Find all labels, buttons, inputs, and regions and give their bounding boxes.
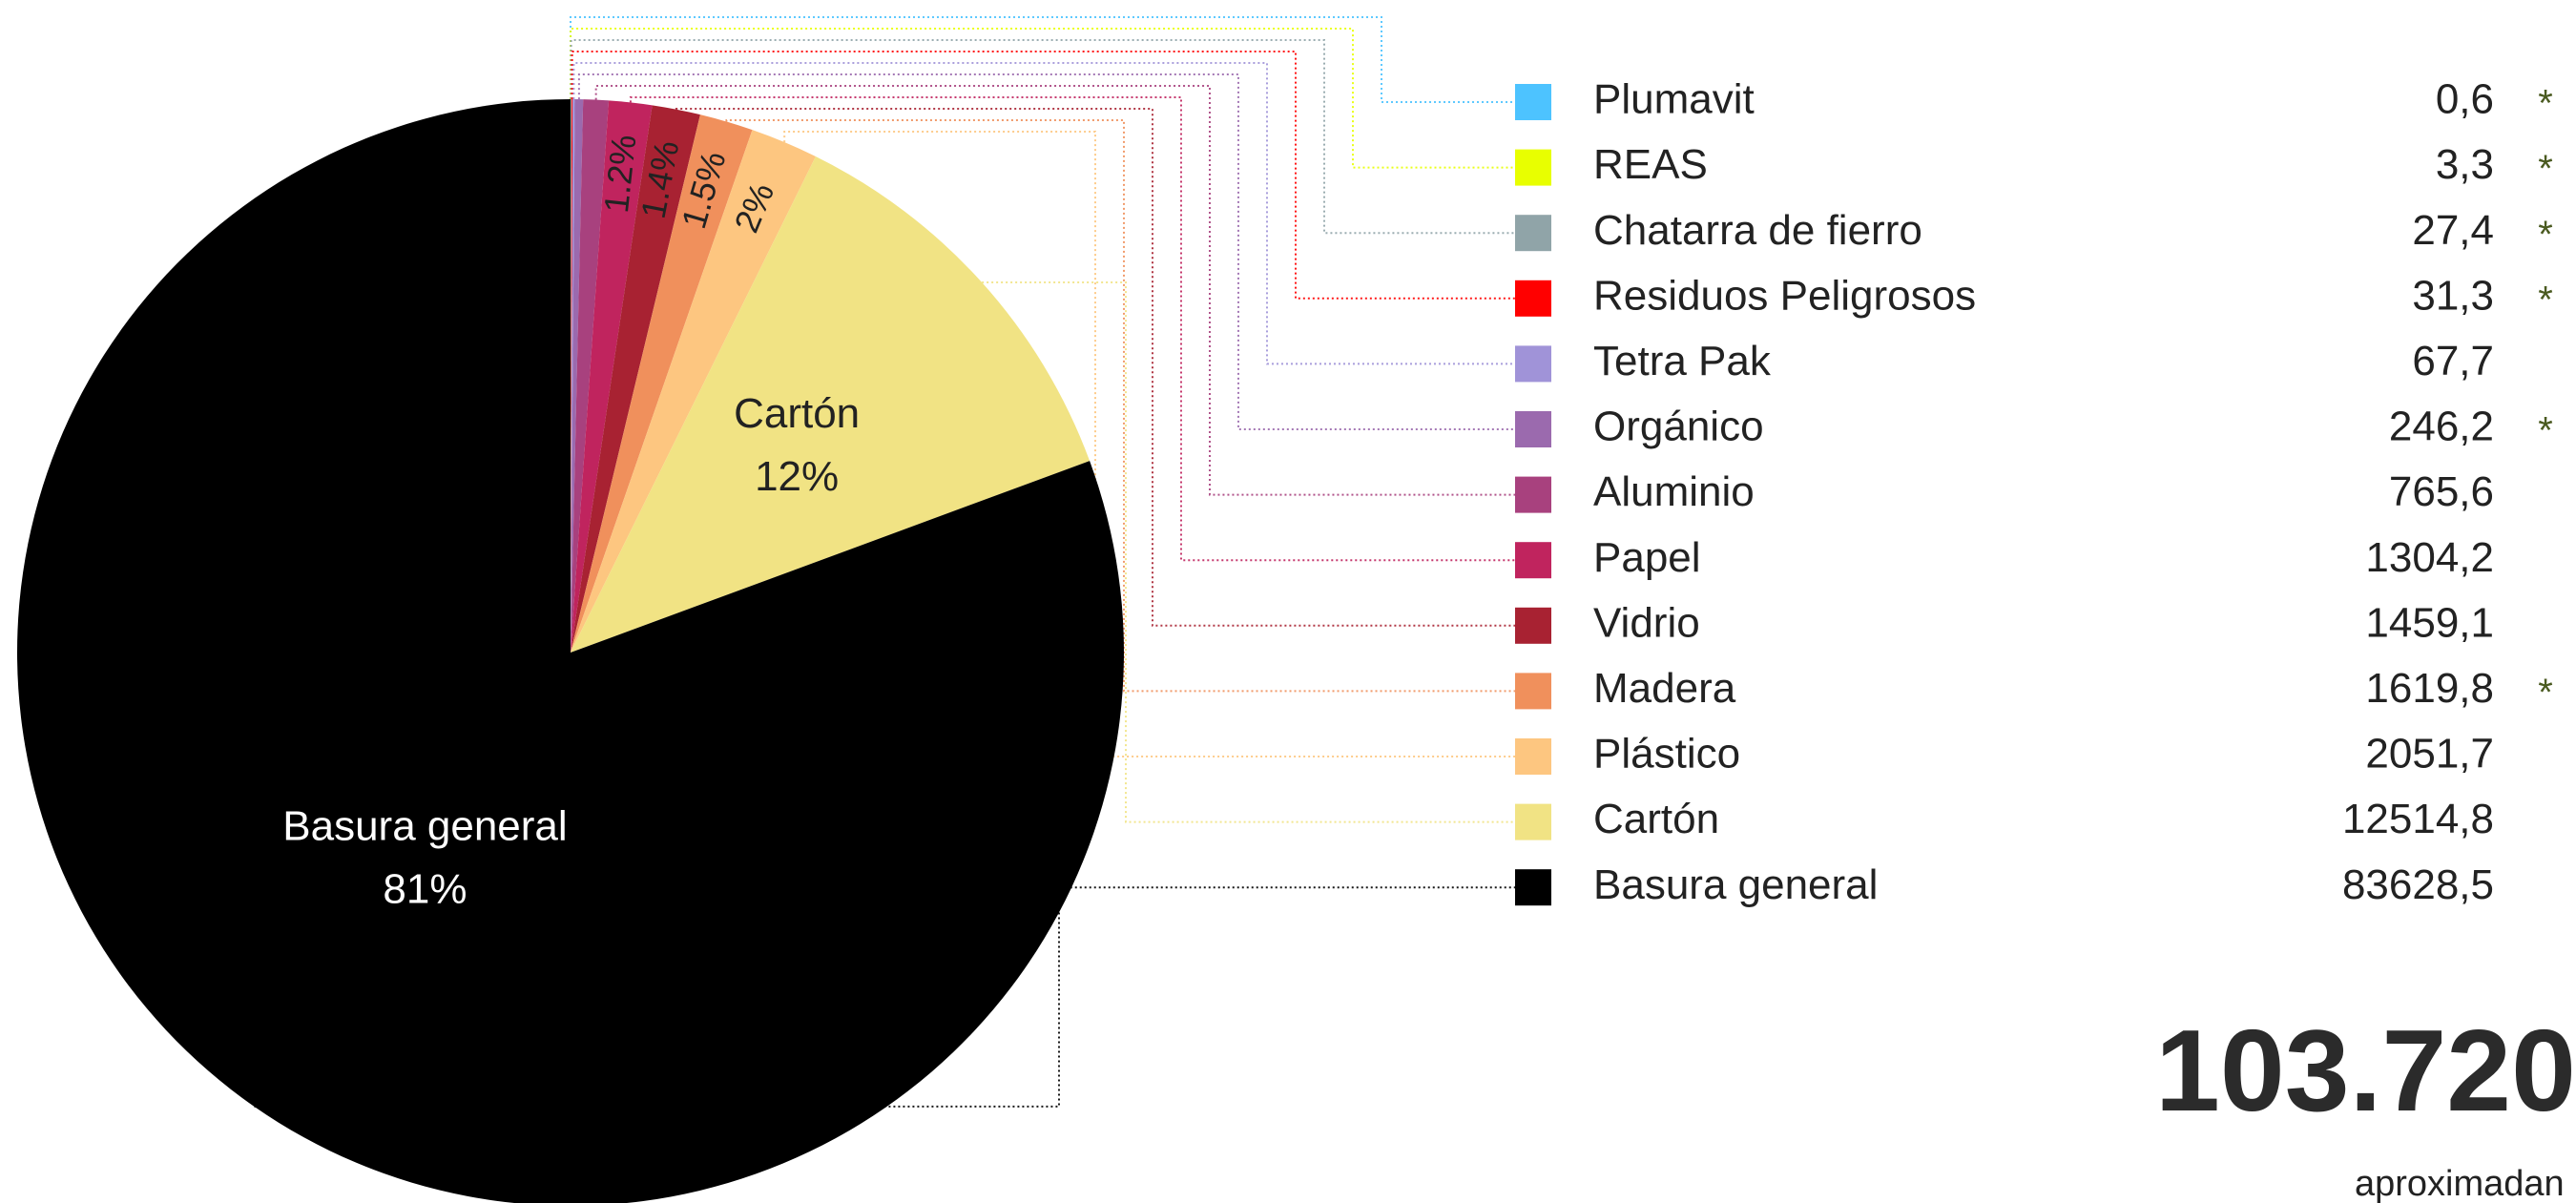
- legend-note: *: [2538, 214, 2553, 256]
- legend-label: Basura general: [1593, 861, 1878, 908]
- legend-swatch: [1515, 673, 1551, 710]
- pie-slice: [571, 99, 573, 653]
- pie-slice: [571, 99, 584, 653]
- legend-note: *: [2538, 148, 2553, 190]
- connector: [982, 281, 1538, 823]
- pie-slice: [571, 156, 1091, 653]
- connector: [594, 85, 1538, 496]
- connector: [254, 886, 1538, 1108]
- legend-label: Tetra Pak: [1593, 338, 1772, 384]
- legend-swatch: [1515, 738, 1551, 775]
- legend-label: Chatarra de fierro: [1593, 207, 1922, 254]
- legend-label: Plástico: [1593, 731, 1740, 778]
- legend-label: Aluminio: [1593, 468, 1755, 515]
- legend-value: 12514,8: [2342, 796, 2494, 842]
- pie-slice: [571, 105, 700, 653]
- legend-value: 1459,1: [2365, 599, 2494, 646]
- connector: [571, 51, 1538, 300]
- legend-note: *: [2538, 672, 2553, 714]
- legend-value: 0,6: [2436, 76, 2494, 123]
- pie-slice: [571, 130, 816, 653]
- legend-value: 1619,8: [2365, 665, 2494, 712]
- slice-name: Cartón: [734, 390, 860, 437]
- pie-slice: [17, 99, 1124, 1203]
- legend-value: 1304,2: [2365, 534, 2494, 581]
- connector: [675, 108, 1538, 627]
- slice-label: 81%: [383, 866, 467, 913]
- legend-note: *: [2538, 410, 2553, 452]
- legend-label: Plumavit: [1593, 76, 1755, 123]
- slice-label: 1.2%: [596, 133, 644, 215]
- legend-label: REAS: [1593, 141, 1708, 188]
- legend-note: *: [2538, 279, 2553, 321]
- legend-note: *: [2538, 83, 2553, 125]
- legend-swatch: [1515, 280, 1551, 317]
- legend-value: 3,3: [2436, 141, 2494, 188]
- connector: [783, 131, 1538, 757]
- legend-swatch: [1515, 411, 1551, 447]
- legend-value: 246,2: [2389, 404, 2494, 450]
- legend-label: Vidrio: [1593, 599, 1700, 646]
- legend-label: Papel: [1593, 534, 1701, 581]
- legend-value: 27,4: [2412, 207, 2494, 254]
- legend-swatch: [1515, 149, 1551, 186]
- legend-swatch: [1515, 84, 1551, 120]
- legend-swatch: [1515, 542, 1551, 579]
- footnote: aproximadan: [2355, 1164, 2565, 1203]
- legend-swatch: [1515, 215, 1551, 252]
- legend-label: Residuos Peligrosos: [1593, 272, 1976, 319]
- connector: [572, 62, 1538, 365]
- legend-value: 2051,7: [2365, 731, 2494, 778]
- pie-slice: [571, 99, 575, 653]
- connector: [570, 39, 1538, 235]
- pie-slice: [571, 99, 610, 653]
- legend-swatch: [1515, 607, 1551, 644]
- legend-label: Orgánico: [1593, 404, 1764, 450]
- pie-slice: [571, 114, 753, 653]
- connector: [725, 119, 1538, 693]
- connector: [570, 16, 1538, 103]
- legend-swatch: [1515, 345, 1551, 383]
- legend-value: 83628,5: [2342, 861, 2494, 908]
- slice-label: 12%: [755, 453, 839, 500]
- legend-value: 765,6: [2389, 468, 2494, 515]
- legend-value: 67,7: [2412, 338, 2494, 384]
- legend-value: 31,3: [2412, 272, 2494, 319]
- legend-swatch: [1515, 476, 1551, 513]
- legend-swatch: [1515, 869, 1551, 906]
- slice-name: Basura general: [282, 803, 567, 850]
- total: 103.720: [2155, 1006, 2576, 1135]
- pie-slice: [571, 100, 653, 653]
- legend-label: Madera: [1593, 665, 1736, 712]
- legend-swatch: [1515, 803, 1551, 840]
- legend-label: Cartón: [1593, 796, 1719, 842]
